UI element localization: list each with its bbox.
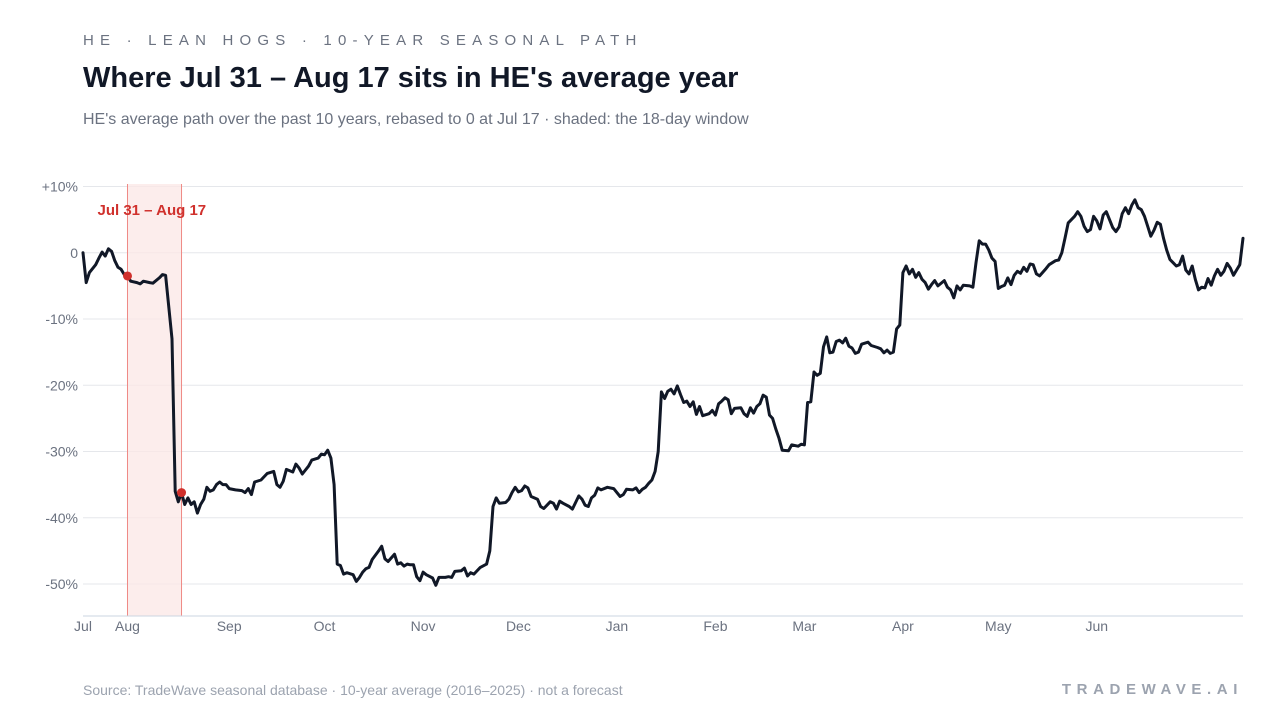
x-tick-label: Jan bbox=[606, 618, 629, 634]
y-tick-label: -40% bbox=[45, 510, 78, 526]
y-tick-label: -30% bbox=[45, 444, 78, 460]
series-layer bbox=[81, 198, 1245, 587]
window-start-marker bbox=[122, 271, 132, 281]
chart-eyebrow: HE · LEAN HOGS · 10-YEAR SEASONAL PATH bbox=[83, 32, 643, 49]
y-tick-label: -50% bbox=[45, 576, 78, 592]
x-tick-label: Sep bbox=[217, 618, 242, 634]
x-tick-label: Jun bbox=[1086, 618, 1109, 634]
chart-title: Where Jul 31 – Aug 17 sits in HE's avera… bbox=[83, 62, 739, 94]
x-tick-label: Feb bbox=[703, 618, 727, 634]
source-note: Source: TradeWave seasonal database · 10… bbox=[83, 682, 623, 698]
x-tick-label: Aug bbox=[115, 618, 140, 634]
y-tick-label: 0 bbox=[70, 245, 78, 261]
highlight-window: Jul 31 – Aug 17 bbox=[97, 184, 206, 616]
axes: +10% 0 -10% -20% -30% -40% -50% Jul Aug Sep Oct Nov… bbox=[42, 179, 1243, 634]
x-tick-label: Nov bbox=[411, 618, 436, 634]
window-end-marker bbox=[177, 488, 187, 498]
y-tick-label: +10% bbox=[42, 179, 78, 195]
y-tick-label: -10% bbox=[45, 311, 78, 327]
y-tick-label: -20% bbox=[45, 377, 78, 393]
brand-logo: TRADEWAVE.AI bbox=[1061, 681, 1243, 698]
window-markers bbox=[122, 271, 187, 498]
x-tick-label: Oct bbox=[314, 618, 336, 634]
x-tick-label: Jul bbox=[74, 618, 92, 634]
x-tick-label: May bbox=[985, 618, 1011, 634]
window-label: Jul 31 – Aug 17 bbox=[97, 202, 206, 219]
x-tick-label: Apr bbox=[892, 618, 914, 634]
series-line bbox=[81, 198, 1245, 587]
gridlines bbox=[83, 186, 1243, 585]
x-tick-label: Dec bbox=[506, 618, 531, 634]
x-tick-label: Mar bbox=[792, 618, 816, 634]
chart-subtitle: HE's average path over the past 10 years… bbox=[83, 111, 749, 128]
